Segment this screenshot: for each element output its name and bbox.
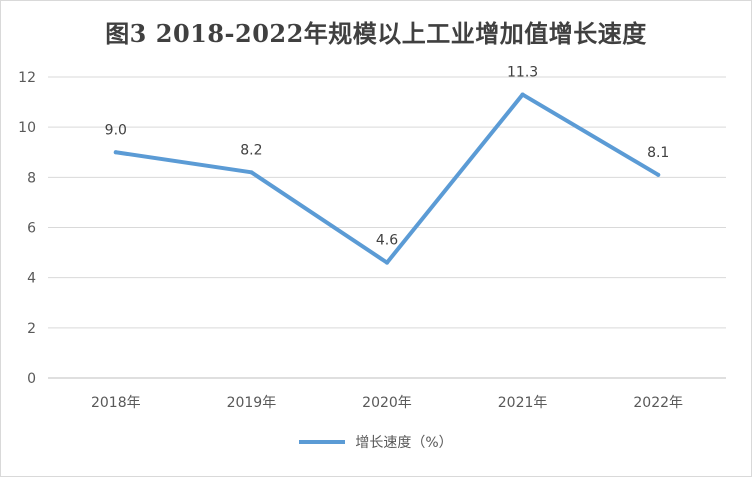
data-point — [656, 172, 661, 177]
data-label: 8.2 — [240, 142, 262, 158]
data-point — [113, 150, 118, 155]
x-tick-label: 2019年 — [227, 395, 277, 411]
x-tick-label: 2022年 — [633, 395, 683, 411]
legend-line-swatch — [299, 440, 346, 444]
y-tick-label: 4 — [27, 271, 36, 287]
data-label: 8.1 — [647, 145, 669, 161]
legend: 增长速度（%） — [0, 432, 752, 452]
y-tick-label: 10 — [18, 120, 36, 136]
y-tick-label: 6 — [27, 221, 36, 237]
y-tick-label: 8 — [27, 170, 36, 186]
legend-label: 增长速度（%） — [355, 435, 453, 451]
x-tick-label: 2018年 — [91, 395, 141, 411]
y-tick-label: 12 — [18, 70, 36, 86]
chart-title: 图3 2018-2022年规模以上工业增加值增长速度 — [105, 19, 647, 48]
data-label: 11.3 — [507, 65, 538, 81]
data-label: 4.6 — [376, 233, 398, 249]
x-tick-label: 2020年 — [362, 395, 412, 411]
data-point — [385, 260, 389, 265]
data-point — [520, 92, 525, 97]
y-tick-label: 0 — [27, 371, 36, 387]
y-tick-label: 2 — [27, 321, 36, 337]
x-tick-label: 2021年 — [498, 395, 548, 411]
data-point — [249, 170, 254, 175]
data-label: 9.0 — [105, 122, 127, 138]
